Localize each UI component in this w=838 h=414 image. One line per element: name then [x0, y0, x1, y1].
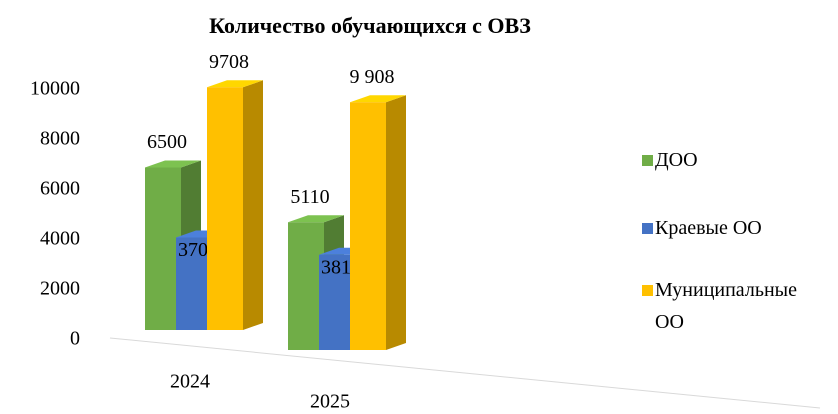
floor-line: [109, 337, 821, 409]
bar-top: [145, 160, 201, 168]
bar-front: [207, 87, 243, 330]
chart-title: Количество обучающихся с ОВЗ: [209, 13, 531, 38]
bar-top: [288, 215, 344, 223]
legend-swatch: [642, 223, 653, 234]
bar-front: [145, 167, 181, 330]
bar-side: [243, 80, 263, 330]
data-label: 5110: [290, 186, 329, 208]
y-tick-label: 10000: [30, 78, 80, 100]
data-label: 9708: [209, 51, 249, 73]
y-tick-label: 2000: [40, 278, 80, 300]
bar-side: [386, 95, 406, 350]
y-tick-label: 6000: [40, 178, 80, 200]
y-tick-label: 4000: [40, 228, 80, 250]
x-tick-label: 2024: [170, 371, 210, 393]
legend-swatch: [642, 285, 653, 296]
legend-swatch: [642, 155, 653, 166]
legend-label: ДОО: [655, 149, 698, 171]
legend-label: Муниципальные ОО: [655, 279, 797, 333]
bar: [350, 95, 406, 350]
bar-front: [288, 222, 324, 350]
bar-front: [176, 237, 212, 330]
data-label: 6500: [147, 131, 187, 153]
y-tick-label: 8000: [40, 128, 80, 150]
bar: [207, 80, 263, 330]
bar-front: [319, 254, 355, 350]
bar-top: [350, 95, 406, 103]
x-tick-label: 2025: [310, 391, 350, 413]
y-tick-label: 0: [70, 328, 80, 350]
data-label: 9 908: [350, 66, 395, 88]
bar-top: [207, 80, 263, 88]
legend-label: Краевые ОО: [655, 217, 762, 239]
bar-front: [350, 102, 386, 350]
